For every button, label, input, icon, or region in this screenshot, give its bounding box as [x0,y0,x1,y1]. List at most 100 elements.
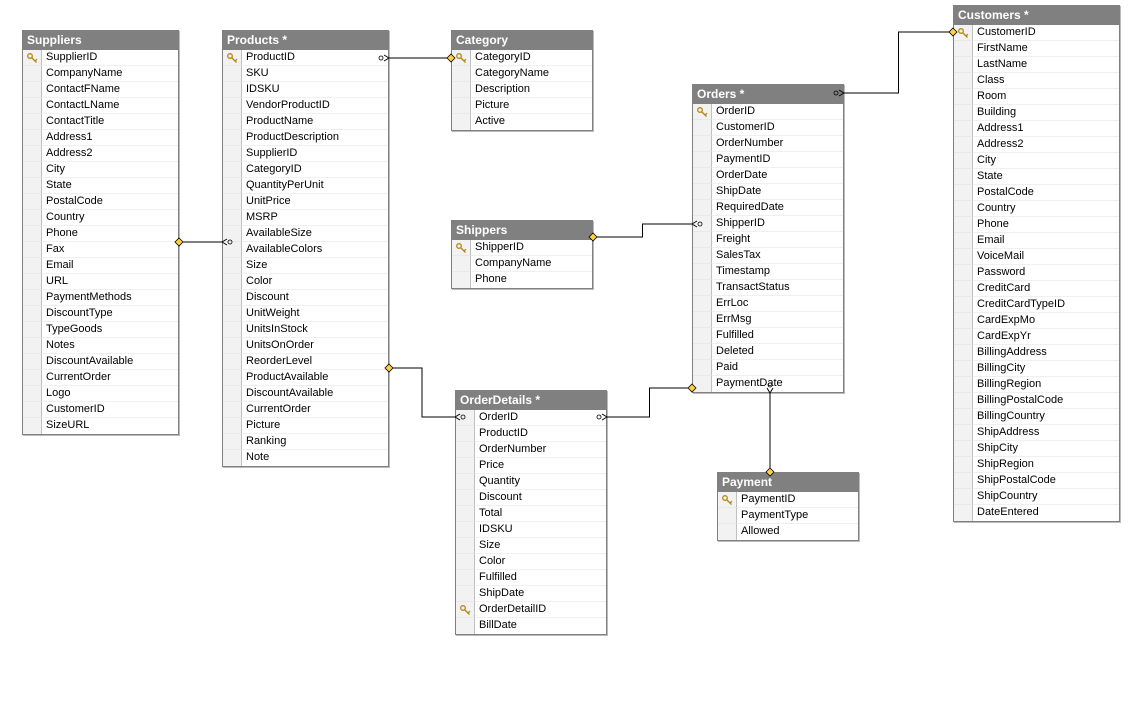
field-row[interactable]: OrderNumber [456,442,606,458]
field-row[interactable]: TypeGoods [23,322,178,338]
field-row[interactable]: PaymentType [718,508,858,524]
field-row[interactable]: ShipRegion [954,457,1119,473]
field-row[interactable]: Address2 [23,146,178,162]
table-payment[interactable]: PaymentPaymentIDPaymentTypeAllowed [717,472,859,541]
field-row[interactable]: FirstName [954,41,1119,57]
table-orders[interactable]: Orders *OrderIDCustomerIDOrderNumberPaym… [692,84,844,393]
field-row[interactable]: Color [456,554,606,570]
field-row[interactable]: PostalCode [954,185,1119,201]
field-row[interactable]: State [23,178,178,194]
field-row[interactable]: PaymentID [693,152,843,168]
field-row[interactable]: CategoryName [452,66,592,82]
field-row[interactable]: ProductAvailable [223,370,388,386]
field-row[interactable]: Note [223,450,388,466]
field-row[interactable]: Building [954,105,1119,121]
field-row[interactable]: ProductDescription [223,130,388,146]
field-row[interactable]: CustomerID [23,402,178,418]
field-row[interactable]: Fulfilled [693,328,843,344]
field-row[interactable]: Active [452,114,592,130]
field-row[interactable]: SKU [223,66,388,82]
field-row[interactable]: ShipDate [456,586,606,602]
field-row[interactable]: SizeURL [23,418,178,434]
field-row[interactable]: CategoryID [452,50,592,66]
field-row[interactable]: CreditCardTypeID [954,297,1119,313]
field-row[interactable]: Address2 [954,137,1119,153]
field-row[interactable]: ProductName [223,114,388,130]
field-row[interactable]: VoiceMail [954,249,1119,265]
field-row[interactable]: ShipCity [954,441,1119,457]
field-row[interactable]: DateEntered [954,505,1119,521]
field-row[interactable]: BillingCountry [954,409,1119,425]
table-header[interactable]: OrderDetails * [456,391,606,410]
field-row[interactable]: Color [223,274,388,290]
field-row[interactable]: MSRP [223,210,388,226]
field-row[interactable]: Phone [954,217,1119,233]
field-row[interactable]: Size [456,538,606,554]
field-row[interactable]: CurrentOrder [223,402,388,418]
field-row[interactable]: OrderDetailID [456,602,606,618]
field-row[interactable]: PostalCode [23,194,178,210]
field-row[interactable]: Address1 [954,121,1119,137]
field-row[interactable]: ContactLName [23,98,178,114]
field-row[interactable]: Phone [452,272,592,288]
field-row[interactable]: PaymentMethods [23,290,178,306]
field-row[interactable]: ContactTitle [23,114,178,130]
field-row[interactable]: Notes [23,338,178,354]
table-header[interactable]: Shippers [452,221,592,240]
field-row[interactable]: BillDate [456,618,606,634]
field-row[interactable]: ShipDate [693,184,843,200]
field-row[interactable]: Country [23,210,178,226]
field-row[interactable]: Total [456,506,606,522]
field-row[interactable]: CompanyName [452,256,592,272]
field-row[interactable]: Class [954,73,1119,89]
field-row[interactable]: SupplierID [223,146,388,162]
field-row[interactable]: ContactFName [23,82,178,98]
field-row[interactable]: BillingAddress [954,345,1119,361]
field-row[interactable]: UnitPrice [223,194,388,210]
field-row[interactable]: Logo [23,386,178,402]
field-row[interactable]: DiscountAvailable [223,386,388,402]
table-suppliers[interactable]: SuppliersSupplierIDCompanyNameContactFNa… [22,30,179,435]
field-row[interactable]: IDSKU [456,522,606,538]
table-header[interactable]: Customers * [954,6,1119,25]
table-header[interactable]: Products * [223,31,388,50]
field-row[interactable]: Description [452,82,592,98]
field-row[interactable]: CardExpMo [954,313,1119,329]
table-header[interactable]: Orders * [693,85,843,104]
field-row[interactable]: IDSKU [223,82,388,98]
field-row[interactable]: UnitsInStock [223,322,388,338]
field-row[interactable]: CompanyName [23,66,178,82]
table-orderdetails[interactable]: OrderDetails *OrderIDProductIDOrderNumbe… [455,390,607,635]
field-row[interactable]: Discount [223,290,388,306]
field-row[interactable]: ShipAddress [954,425,1119,441]
field-row[interactable]: DiscountAvailable [23,354,178,370]
field-row[interactable]: Fax [23,242,178,258]
field-row[interactable]: ShipperID [693,216,843,232]
field-row[interactable]: AvailableSize [223,226,388,242]
field-row[interactable]: CustomerID [954,25,1119,41]
field-row[interactable]: OrderDate [693,168,843,184]
field-row[interactable]: DiscountType [23,306,178,322]
field-row[interactable]: CreditCard [954,281,1119,297]
field-row[interactable]: ProductID [456,426,606,442]
field-row[interactable]: Deleted [693,344,843,360]
field-row[interactable]: ShipPostalCode [954,473,1119,489]
field-row[interactable]: ShipperID [452,240,592,256]
table-header[interactable]: Suppliers [23,31,178,50]
field-row[interactable]: LastName [954,57,1119,73]
field-row[interactable]: CurrentOrder [23,370,178,386]
field-row[interactable]: Quantity [456,474,606,490]
table-products[interactable]: Products *ProductIDSKUIDSKUVendorProduct… [222,30,389,467]
field-row[interactable]: State [954,169,1119,185]
field-row[interactable]: Timestamp [693,264,843,280]
field-row[interactable]: City [954,153,1119,169]
field-row[interactable]: ErrMsg [693,312,843,328]
field-row[interactable]: PaymentID [718,492,858,508]
field-row[interactable]: Picture [452,98,592,114]
field-row[interactable]: Price [456,458,606,474]
table-shippers[interactable]: ShippersShipperIDCompanyNamePhone [451,220,593,289]
field-row[interactable]: CardExpYr [954,329,1119,345]
field-row[interactable]: BillingRegion [954,377,1119,393]
field-row[interactable]: Address1 [23,130,178,146]
field-row[interactable]: UnitWeight [223,306,388,322]
